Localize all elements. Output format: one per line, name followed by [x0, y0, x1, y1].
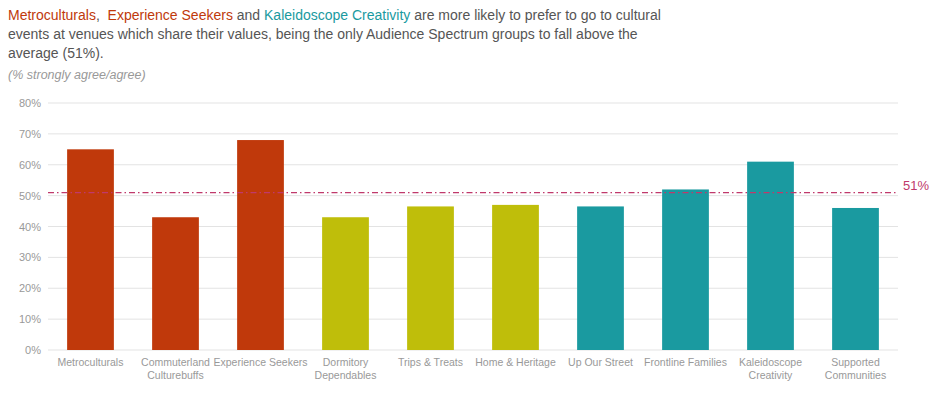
x-tick-label: Metroculturals: [58, 356, 124, 368]
bar: [747, 162, 794, 350]
title-part: are more likely to prefer to go to cultu…: [410, 7, 661, 23]
chart: Metroculturals, Experience Seekers and K…: [0, 0, 940, 409]
title-part: ,: [96, 7, 108, 23]
y-tick-label: 10%: [19, 313, 41, 325]
title-part: Kaleidoscope Creativity: [264, 7, 410, 23]
x-tick-label: KaleidoscopeCreativity: [739, 356, 802, 381]
y-axis: 0% 10% 20% 30% 40% 50% 60% 70% 80%: [19, 97, 41, 356]
bar: [322, 217, 369, 350]
y-tick-label: 70%: [19, 128, 41, 140]
subtitle: (% strongly agree/agree): [8, 68, 146, 82]
grid-line: [48, 103, 898, 104]
y-tick-label: 0%: [25, 344, 41, 356]
x-tick-label: Experience Seekers: [214, 356, 308, 368]
x-tick-label: DormitoryDependables: [315, 356, 377, 381]
title-part: Metroculturals: [8, 7, 96, 23]
title-part: and: [233, 7, 264, 23]
title-line: events at venues which share their value…: [8, 26, 638, 42]
bar: [832, 208, 879, 350]
title-line: average (51%).: [8, 45, 104, 61]
bars: [67, 140, 879, 350]
title-part: events at venues which share their value…: [8, 26, 638, 42]
average-line: [48, 192, 898, 193]
x-tick-label: Home & Heritage: [475, 356, 556, 368]
y-tick-label: 60%: [19, 159, 41, 171]
grid: [48, 103, 898, 350]
x-tick-label: SupportedCommunities: [825, 356, 886, 381]
y-tick-label: 50%: [19, 190, 41, 202]
title-part: Experience Seekers: [108, 7, 233, 23]
grid-line: [48, 133, 898, 134]
x-axis: Metroculturals CommuterlandCulturebuffs Ex…: [58, 356, 887, 381]
y-tick-label: 20%: [19, 282, 41, 294]
x-tick-label: CommuterlandCulturebuffs: [141, 356, 210, 381]
average-label: 51%: [903, 178, 929, 193]
y-tick-label: 80%: [19, 97, 41, 109]
x-tick-label: Up Our Street: [568, 356, 633, 368]
bar: [67, 149, 114, 350]
bar: [577, 206, 624, 350]
title: Metroculturals, Experience Seekers and K…: [8, 7, 661, 61]
x-tick-label: Trips & Treats: [398, 356, 463, 368]
y-tick-label: 40%: [19, 221, 41, 233]
bar: [662, 189, 709, 350]
title-line: Metroculturals, Experience Seekers and K…: [8, 7, 661, 23]
bar: [152, 217, 199, 350]
title-part: average (51%).: [8, 45, 104, 61]
x-tick-label: Frontline Families: [644, 356, 727, 368]
bar: [492, 205, 539, 350]
bar: [237, 140, 284, 350]
bar: [407, 206, 454, 350]
annotations: [48, 192, 898, 193]
y-tick-label: 30%: [19, 251, 41, 263]
